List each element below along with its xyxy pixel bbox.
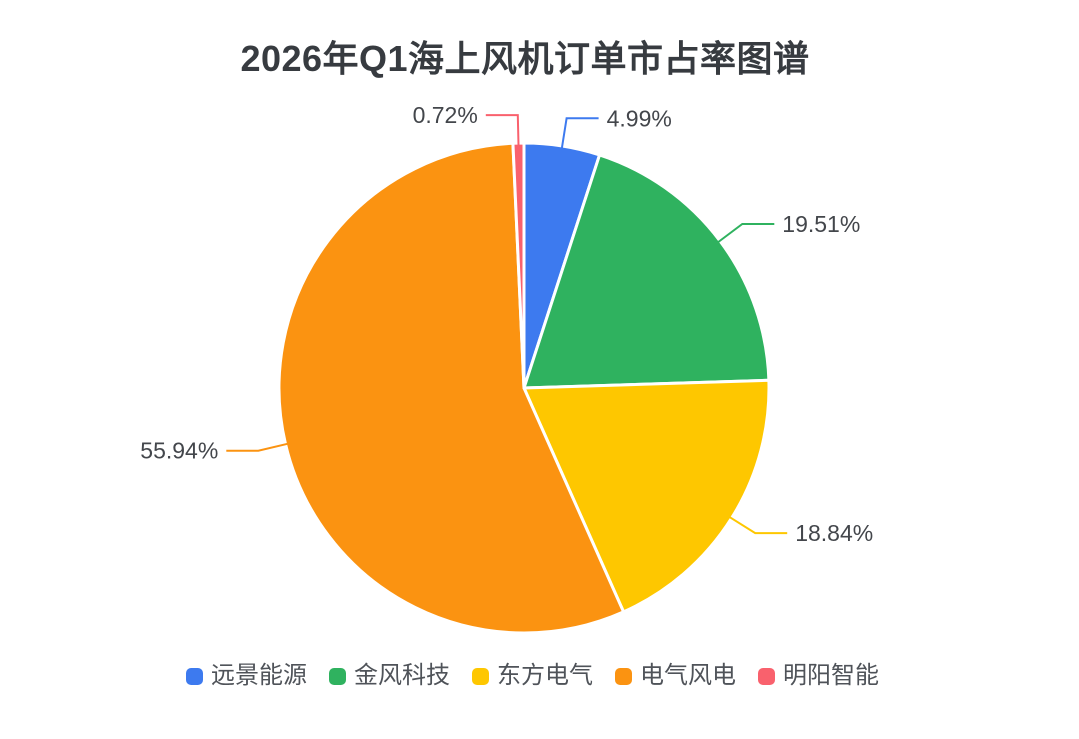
legend-item-3[interactable]: 电气风电 xyxy=(615,660,736,692)
legend-label: 东方电气 xyxy=(497,662,593,689)
legend-marker-icon xyxy=(615,667,632,685)
percent-label-1: 19.51% xyxy=(782,211,860,237)
percent-label-3: 55.94% xyxy=(140,438,218,464)
legend-marker-icon xyxy=(329,667,346,685)
percent-label-2: 18.84% xyxy=(795,520,873,546)
label-leader-line-4 xyxy=(485,114,520,146)
legend-item-0[interactable]: 远景能源 xyxy=(186,660,307,692)
legend-item-4[interactable]: 明阳智能 xyxy=(758,660,879,692)
percent-label-0: 4.99% xyxy=(607,105,672,131)
legend-marker-icon xyxy=(758,667,775,685)
chart-title: 2026年Q1海上风机订单市占率图谱 xyxy=(240,38,810,79)
legend-label: 远景能源 xyxy=(211,662,307,689)
legend-marker-icon xyxy=(186,667,203,685)
label-leader-line-1 xyxy=(717,223,775,243)
legend-marker-icon xyxy=(472,667,489,685)
label-leader-line-2 xyxy=(729,516,788,535)
legend-label: 金风科技 xyxy=(354,662,450,689)
label-leader-line-3 xyxy=(226,442,288,452)
legend-item-2[interactable]: 东方电气 xyxy=(472,660,593,692)
legend-item-1[interactable]: 金风科技 xyxy=(329,660,450,692)
legend-label: 明阳智能 xyxy=(783,662,879,689)
legend: 远景能源 金风科技 东方电气 电气风电 明阳智能 xyxy=(0,660,1065,692)
legend-label: 电气风电 xyxy=(640,662,736,689)
label-leader-line-0 xyxy=(560,117,599,149)
percent-label-4: 0.72% xyxy=(413,102,478,128)
